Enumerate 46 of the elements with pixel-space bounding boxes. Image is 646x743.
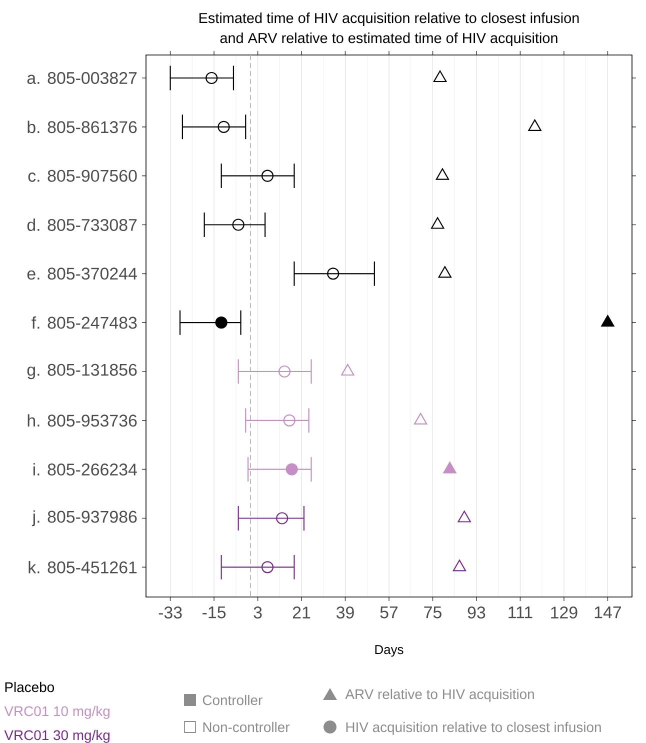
chart-subtitle: and ARV relative to estimated time of HIV acquisition bbox=[220, 32, 558, 46]
point bbox=[436, 168, 450, 180]
point bbox=[458, 510, 471, 522]
chart-title: Estimated time of HIV acquisition relative to closest infusion bbox=[199, 12, 579, 26]
x-tick-label: 39 bbox=[336, 606, 354, 619]
y-tick-label: a. 805-003827 bbox=[27, 72, 137, 84]
text: ARV relative to HIV acquisition bbox=[345, 688, 534, 702]
text: Controller bbox=[202, 694, 262, 706]
point bbox=[452, 560, 466, 572]
x-axis-title: Days bbox=[375, 645, 404, 657]
y-tick-label: f. 805-247483 bbox=[32, 316, 137, 329]
text: VRC01 10 mg/kg bbox=[4, 706, 110, 719]
point bbox=[327, 268, 340, 280]
x-tick-label: 57 bbox=[380, 606, 398, 618]
y-tick-label: e. 805-370244 bbox=[27, 268, 137, 280]
x-tick-label: 93 bbox=[468, 606, 486, 619]
y-tick-label: c. 805-907560 bbox=[28, 170, 137, 182]
text: Placebo bbox=[5, 682, 54, 692]
point bbox=[218, 120, 230, 133]
y-tick-label: b. 805-861376 bbox=[28, 120, 137, 134]
x-tick-label: 111 bbox=[508, 606, 532, 618]
point bbox=[430, 217, 444, 229]
point bbox=[261, 170, 274, 182]
y-tick-label: i. 805-266234 bbox=[33, 463, 137, 476]
y-tick-label: d. 805-733087 bbox=[27, 218, 137, 231]
y-tick-label: g. 805-131856 bbox=[27, 364, 137, 380]
point bbox=[206, 72, 218, 84]
y-tick-label: k. 805-451261 bbox=[28, 560, 137, 574]
point bbox=[276, 512, 288, 524]
x-tick-label: 21 bbox=[292, 606, 310, 618]
text: Non-controller bbox=[203, 722, 290, 732]
x-tick-label: -33 bbox=[158, 606, 182, 619]
x-tick-label: 129 bbox=[551, 606, 578, 619]
y-tick-label: j. 805-937986 bbox=[32, 510, 137, 526]
text: VRC01 30 mg/kg bbox=[4, 730, 110, 743]
text: HIV acquisition relative to closest infusion bbox=[346, 722, 601, 735]
x-tick-label: 3 bbox=[254, 606, 262, 619]
point bbox=[433, 70, 447, 82]
point bbox=[438, 266, 452, 278]
x-tick-label: 147 bbox=[594, 606, 621, 618]
point bbox=[528, 119, 542, 131]
x-tick-label: 75 bbox=[424, 606, 442, 618]
y-tick-label: h. 805-953736 bbox=[28, 414, 137, 427]
x-tick-label: -15 bbox=[202, 606, 226, 618]
point bbox=[232, 218, 244, 231]
point bbox=[261, 561, 274, 574]
